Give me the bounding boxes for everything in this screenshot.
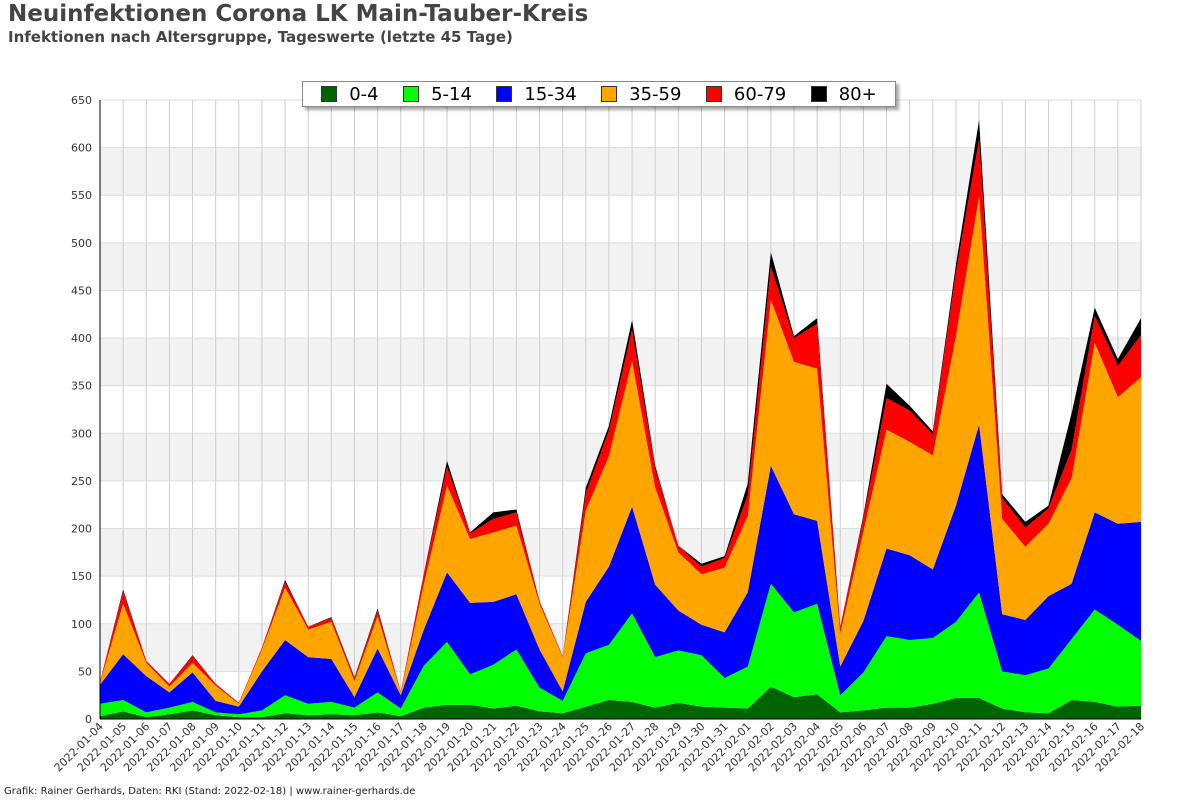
- y-tick-label: 650: [71, 94, 92, 107]
- chart-subtitle: Infektionen nach Altersgruppe, Tageswert…: [8, 28, 513, 46]
- y-tick-labels: 0 50 100 150 200 250 300 350 400 450 500 550 600 650: [71, 94, 92, 726]
- legend-item: 5-14: [403, 84, 472, 105]
- y-tick-label: 450: [71, 284, 92, 297]
- y-tick-label: 350: [71, 380, 92, 393]
- legend-item: 15-34: [496, 83, 577, 105]
- legend-item: 0-4: [321, 83, 379, 105]
- y-tick-label: 400: [71, 332, 92, 345]
- series-areas: [100, 120, 1141, 719]
- legend-item: 60-79: [705, 83, 787, 105]
- x-tick-labels: 2022-01-042022-01-052022-01-062022-01-07…: [52, 720, 1147, 774]
- legend-item: 35-59: [601, 84, 681, 105]
- legend-swatch: [321, 86, 338, 102]
- legend-item: 80+: [810, 83, 877, 105]
- legend-label: 0-4: [349, 83, 379, 105]
- axes: [99, 100, 1141, 720]
- legend-label: 35-59: [629, 83, 682, 105]
- series-area-0-4: [100, 686, 1141, 719]
- chart-title: Neuinfektionen Corona LK Main-Tauber-Kre…: [8, 1, 589, 27]
- plot-band: [100, 147, 1141, 196]
- legend-swatch: [810, 86, 827, 102]
- y-tick-label: 300: [71, 427, 92, 440]
- legend: 0-4 5-14 15-34 35-59 60-79 80+: [302, 81, 896, 107]
- y-tick-label: 50: [78, 665, 92, 678]
- legend-swatch: [403, 86, 420, 102]
- legend-swatch: [705, 86, 722, 102]
- y-tick-label: 150: [71, 570, 92, 583]
- series-area-35-59: [100, 196, 1141, 707]
- series-area-15-34: [100, 424, 1141, 715]
- y-tick-label: 100: [71, 618, 92, 631]
- legend-swatch: [601, 86, 618, 102]
- series-area-5-14: [100, 583, 1141, 718]
- legend-label: 15-34: [524, 83, 577, 105]
- y-tick-label: 250: [71, 475, 92, 488]
- legend-label: 80+: [838, 83, 877, 105]
- y-tick-label: 0: [85, 713, 92, 726]
- footer-credit: Grafik: Rainer Gerhards, Daten: RKI (Sta…: [4, 786, 416, 797]
- legend-swatch: [496, 86, 513, 102]
- y-tick-label: 600: [71, 142, 92, 155]
- legend-label: 5-14: [431, 83, 472, 105]
- y-tick-label: 200: [71, 523, 92, 536]
- y-tick-label: 500: [71, 237, 92, 250]
- y-tick-label: 550: [71, 189, 92, 202]
- legend-label: 60-79: [733, 83, 787, 105]
